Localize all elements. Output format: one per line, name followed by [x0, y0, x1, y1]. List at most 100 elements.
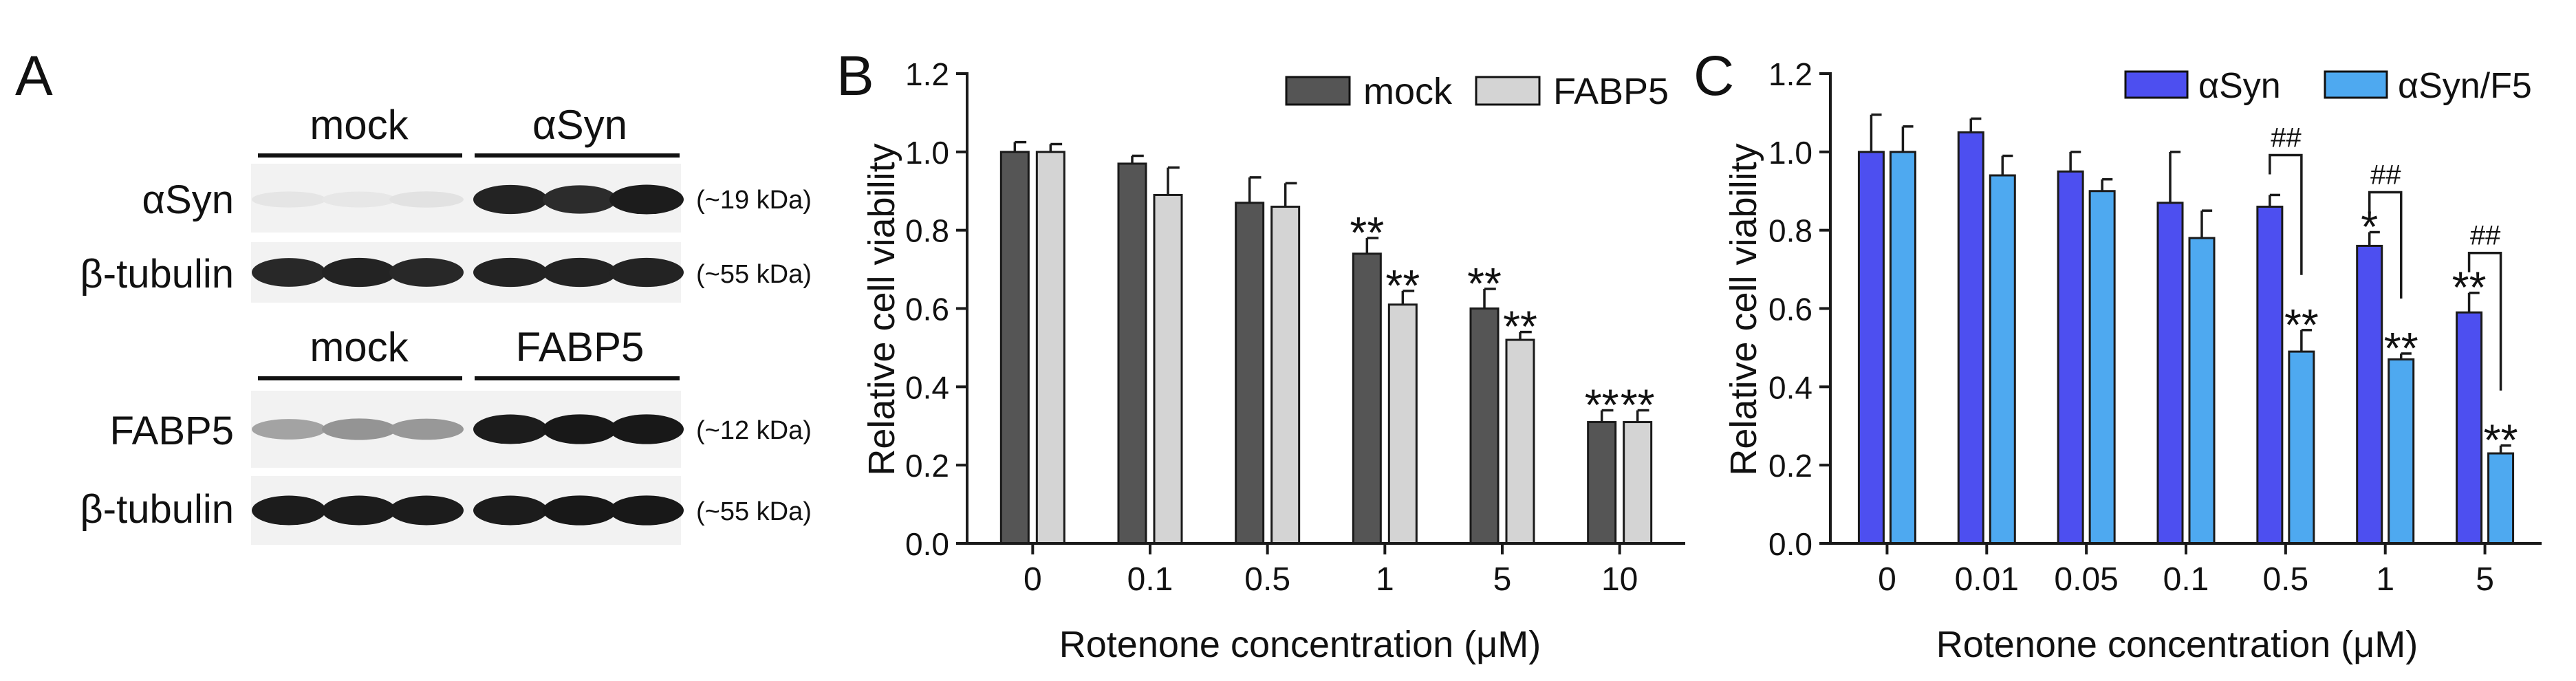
bar [1587, 421, 1617, 545]
blot-band [322, 495, 396, 526]
bracket-label: ## [2271, 122, 2302, 153]
y-tick-label: 0.4 [1768, 369, 1812, 405]
bar [999, 151, 1030, 545]
group-label-bottom-fabp5: FABP5 [516, 324, 645, 370]
blot-row-kda: (~55 kDa) [696, 497, 812, 526]
blot-band [389, 418, 464, 440]
chart-panel-b: B 0.00.20.40.60.81.01.2************0 0.1 0… [836, 45, 1685, 665]
blot-row-kda: (~19 kDa) [696, 186, 812, 215]
y-tick-label: 0.2 [1768, 448, 1812, 484]
bar [1387, 303, 1418, 545]
bar [2288, 350, 2315, 545]
comparison-bracket [2467, 251, 2502, 391]
bar [1352, 252, 1382, 545]
legend: αSyn αSyn/F5 [2124, 66, 2532, 106]
bar [1957, 131, 1984, 545]
blot-row-tubulin-1: β-tubulin (~55 kDa) [80, 242, 812, 303]
x-tick-label: 1 [1376, 561, 1394, 598]
bar [1889, 151, 1916, 545]
bar [2256, 206, 2284, 545]
legend-swatch-fabp5 [1475, 76, 1541, 106]
blot-band [609, 184, 684, 215]
bracket-label: ## [2469, 221, 2500, 251]
blot-band [543, 414, 617, 444]
blot-band [473, 414, 548, 444]
legend: mock FABP5 [1285, 71, 1669, 112]
x-axis-label: Rotenone concentration (μM) [1936, 624, 2418, 665]
blot-band [609, 495, 684, 526]
significance-label: ** [2384, 323, 2418, 373]
blot-lanes [252, 257, 684, 288]
y-tick-label: 0.0 [1768, 526, 1812, 562]
bar [1117, 162, 1147, 545]
x-tick-label: 5 [1493, 561, 1512, 598]
legend-swatch-asyn [2124, 70, 2189, 99]
blot-band [252, 419, 326, 440]
legend-label-mock: mock [1363, 71, 1453, 112]
blot-band [389, 191, 464, 208]
blot-band [543, 495, 617, 526]
bar [2356, 244, 2383, 545]
blot-band [322, 257, 396, 288]
bar [2487, 452, 2515, 545]
significance-label: ** [1467, 259, 1502, 308]
group-label-top-asyn: αSyn [532, 102, 627, 148]
blot-band [252, 191, 326, 208]
x-tick-label: 0.5 [1244, 561, 1290, 598]
x-tick-label: 0 [1878, 561, 1896, 598]
blot-band [389, 258, 464, 287]
x-axis-label: Rotenone concentration (μM) [1059, 624, 1541, 665]
blot-band [609, 257, 684, 288]
y-axis-label: Relative cell viability [1723, 143, 1764, 475]
blot-row-tubulin-2: β-tubulin (~55 kDa) [80, 476, 812, 545]
plot-area: 0.00.20.40.60.81.01.2***** ****######0 0.0… [1768, 56, 2542, 598]
bar [1469, 307, 1500, 545]
y-axis-label: Relative cell viability [861, 143, 902, 475]
significance-label: ** [2484, 415, 2518, 465]
blot-row-fabp5: FABP5 (~12 kDa) [109, 391, 812, 468]
x-tick-label: 5 [2476, 561, 2494, 598]
bar [1235, 202, 1265, 545]
group-label-bottom-mock: mock [310, 324, 409, 370]
bar [2088, 190, 2116, 545]
blot-band [543, 257, 617, 288]
y-tick-label: 1.2 [905, 56, 949, 92]
y-tick-label: 0.8 [1768, 213, 1812, 249]
blot-band [609, 414, 684, 444]
blot-band [252, 258, 326, 287]
legend-label-asyn: αSyn [2198, 66, 2281, 106]
comparison-bracket [2269, 153, 2303, 275]
significance-label: ** [1621, 380, 1655, 429]
blot-row-kda: (~55 kDa) [696, 260, 812, 289]
significance-label: ** [1585, 380, 1619, 429]
legend-swatch-asyn-f5 [2324, 70, 2388, 99]
blot-lanes [252, 184, 684, 215]
blot-lanes [252, 414, 684, 444]
blot-row-kda: (~12 kDa) [696, 416, 812, 445]
blot-band [543, 185, 617, 214]
legend-label-fabp5: FABP5 [1553, 71, 1669, 112]
bar [2188, 237, 2216, 545]
bar [2388, 358, 2415, 545]
blot-row-label: FABP5 [109, 409, 234, 453]
significance-label: ** [1385, 261, 1420, 310]
blot-band [322, 418, 396, 440]
y-tick-label: 0.6 [1768, 292, 1812, 327]
panel-a: A mock αSyn mock FABP5 αSyn (~19 kDa) β-… [15, 45, 812, 545]
bar [1857, 151, 1885, 545]
legend-swatch-mock [1285, 76, 1351, 106]
y-tick-label: 0.8 [905, 213, 949, 249]
bar [1153, 193, 1183, 545]
blot-band [473, 184, 548, 215]
significance-label: ** [1503, 302, 1537, 352]
x-tick-label: 0 [1024, 561, 1042, 598]
chart-panel-c: C 0.00.20.40.60.81.01.2***** ****######0 0… [1693, 45, 2542, 665]
blot-row-label: β-tubulin [80, 252, 234, 296]
blot-row-label: αSyn [142, 177, 234, 222]
blot-band [473, 495, 548, 526]
panel-b-letter: B [836, 45, 874, 107]
bar [1035, 151, 1065, 545]
plot-area: 0.00.20.40.60.81.01.2************0 0.1 0.5… [905, 56, 1685, 598]
blot-row-label: β-tubulin [80, 487, 234, 532]
